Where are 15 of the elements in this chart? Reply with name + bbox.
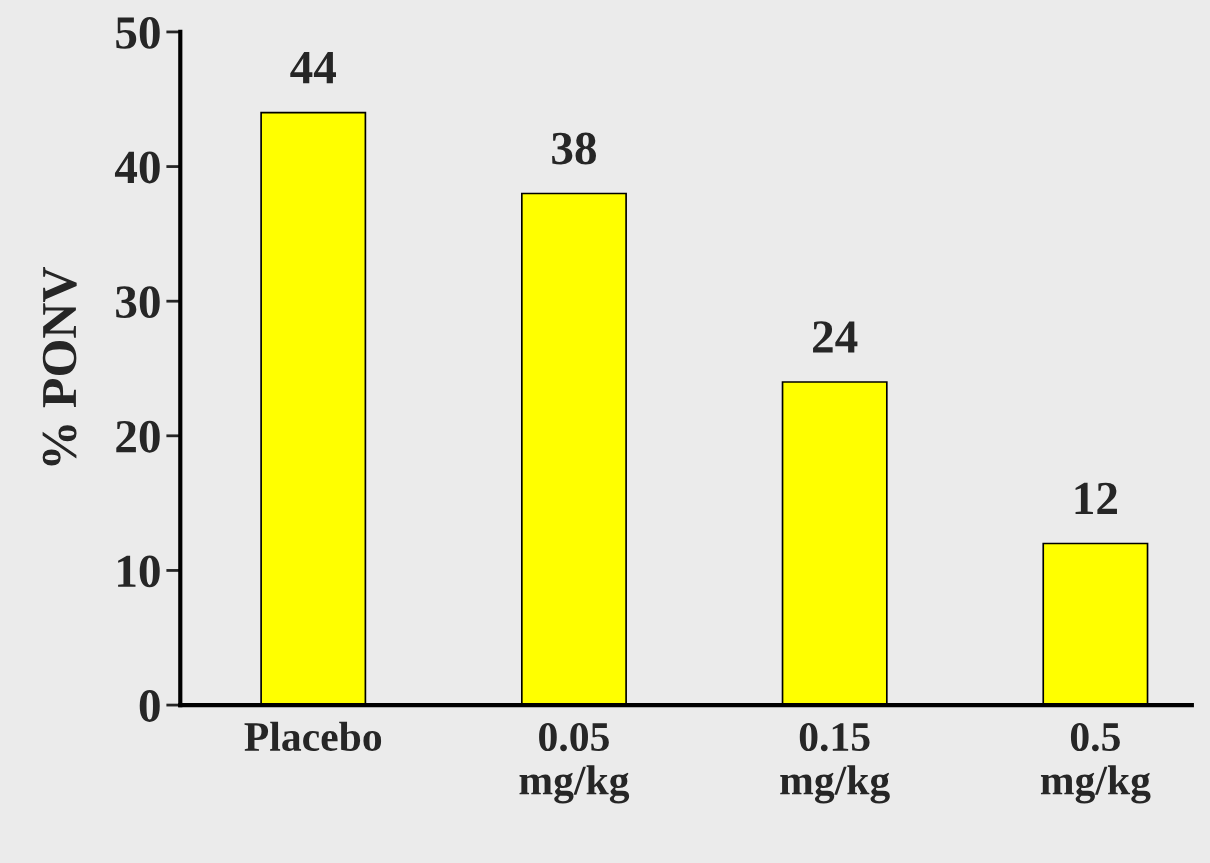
- data-label: 38: [552, 132, 597, 165]
- x-tick-label: 0.5 mg/kg: [1040, 722, 1151, 804]
- y-tick-label: 10: [118, 555, 160, 588]
- data-label: 24: [813, 321, 858, 353]
- x-tick-label: 0.05 mg/kg: [519, 722, 630, 804]
- y-tick-label: 40: [114, 151, 160, 184]
- x-tick-label: 0.15 mg/kg: [780, 722, 890, 804]
- data-label: 44: [290, 52, 336, 84]
- x-tick-label: Placebo: [244, 721, 382, 752]
- y-tick-label: 50: [116, 16, 160, 49]
- y-tick-label: 30: [116, 286, 160, 319]
- data-label: 12: [1075, 482, 1117, 515]
- y-tick-label: 0: [139, 690, 160, 722]
- y-axis-title: % PONV: [42, 266, 77, 466]
- y-tick-label: 20: [116, 420, 160, 453]
